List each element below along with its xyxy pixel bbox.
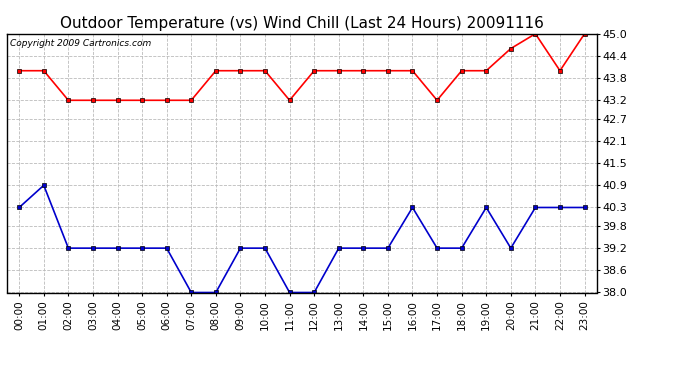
Text: Copyright 2009 Cartronics.com: Copyright 2009 Cartronics.com <box>10 39 151 48</box>
Title: Outdoor Temperature (vs) Wind Chill (Last 24 Hours) 20091116: Outdoor Temperature (vs) Wind Chill (Las… <box>60 16 544 31</box>
